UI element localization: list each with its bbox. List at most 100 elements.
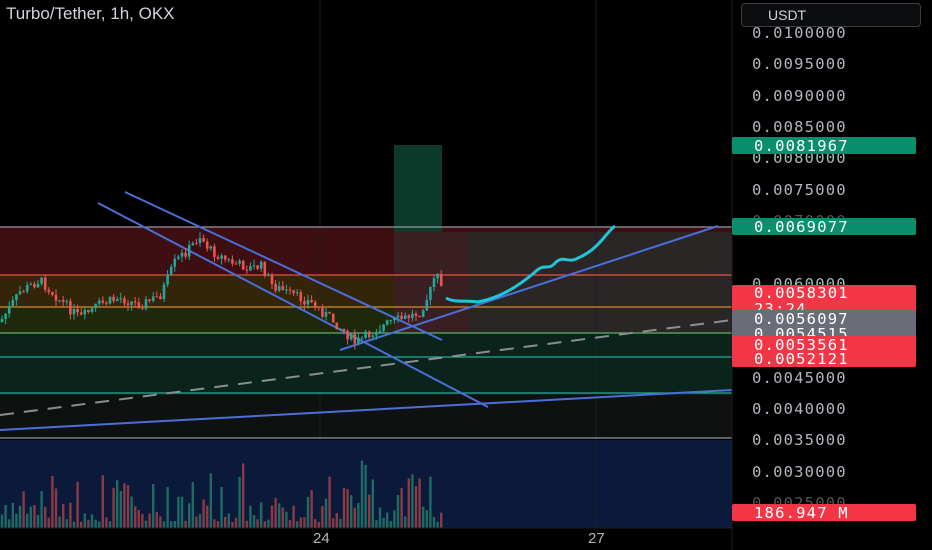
candle-body (328, 312, 331, 314)
dashed-trendline[interactable] (0, 319, 733, 416)
volume-bar (378, 507, 382, 528)
candle-body (209, 246, 213, 249)
price-tick-label: 0.0100000 (752, 24, 847, 42)
volume-bar (137, 509, 140, 528)
candle-body (288, 289, 292, 291)
volume-bar (360, 460, 364, 528)
volume-bar (288, 520, 292, 528)
volume-bar (278, 503, 281, 528)
candle-body (112, 296, 115, 301)
volume-bar (306, 496, 310, 528)
volume-bar (162, 521, 166, 528)
channel-lower-line[interactable] (97, 202, 489, 408)
volume-bar (224, 516, 227, 528)
candle-body (220, 255, 223, 259)
candle-body (414, 313, 418, 316)
candle-body (58, 300, 61, 302)
candle-body (54, 294, 58, 301)
volume-bar (90, 514, 94, 528)
lower-zone (0, 395, 732, 438)
candle-body (83, 309, 87, 315)
candle-body (133, 301, 137, 303)
candle-body (238, 260, 241, 264)
candle-body (115, 299, 119, 301)
price-tick-label: 0.0085000 (752, 118, 847, 136)
volume-bar (263, 521, 266, 528)
candle-body (202, 238, 205, 242)
volume-bar (170, 521, 173, 528)
candle-body (324, 312, 328, 317)
candle-body (252, 265, 256, 267)
volume-bar (80, 521, 83, 528)
candle-body (180, 252, 184, 257)
volume-bar (180, 496, 184, 528)
candle-body (148, 299, 151, 301)
candle-body (378, 330, 382, 334)
volume-bar (44, 506, 47, 528)
level-price-badge: 0.0056097 (732, 310, 916, 328)
candle-body (396, 315, 400, 318)
channel-upper-line[interactable] (124, 191, 443, 341)
candle-body (72, 308, 76, 315)
candle-body (166, 274, 169, 285)
candle-body (400, 315, 403, 319)
candle-body (126, 303, 130, 305)
support-trendline[interactable] (0, 389, 733, 431)
candle-body (421, 310, 425, 317)
volume-bar (440, 512, 443, 528)
candle-body (25, 285, 29, 292)
candle-body (393, 317, 396, 321)
candle-body (249, 266, 252, 271)
volume-bar (134, 506, 137, 528)
volume-bar (76, 481, 79, 528)
volume-bar (123, 483, 126, 528)
candle-body (159, 296, 162, 300)
volume-bar (234, 517, 238, 528)
candle-body (367, 331, 371, 338)
volume-bar (407, 478, 410, 528)
volume-bar (220, 486, 223, 528)
candle-body (259, 261, 263, 269)
time-tick-label: 27 (588, 530, 605, 547)
volume-bar (267, 519, 270, 528)
candle-body (18, 291, 22, 295)
volume-bar (346, 489, 349, 528)
volume-bar (155, 511, 158, 528)
candle-body (141, 308, 144, 310)
volume-bar (15, 513, 18, 528)
volume-bar (69, 502, 72, 528)
projected-price-path[interactable] (445, 224, 616, 304)
volume-bar (216, 521, 220, 528)
candle-body (317, 307, 321, 309)
volume-bar (202, 499, 205, 528)
volume-badge: 186.947 M (732, 504, 916, 522)
candle-body (303, 301, 306, 305)
candle-body (310, 300, 313, 303)
candle-body (101, 300, 105, 303)
volume-bar (58, 516, 61, 528)
volume-bar (141, 514, 144, 528)
candle-body (306, 300, 310, 305)
symbol-title[interactable]: Turbo/Tether, 1h, OKX (6, 4, 175, 23)
volume-bar (324, 498, 328, 528)
volume-bar (166, 487, 169, 528)
candle-body (40, 277, 43, 284)
candle-body (245, 269, 249, 271)
level-price-badge: 0.0069077 (732, 218, 916, 236)
volume-bar (231, 521, 234, 528)
candle-body (429, 287, 432, 301)
candle-body (295, 292, 299, 294)
volume-bar (296, 521, 299, 528)
candle-body (191, 243, 195, 246)
candle-body (385, 320, 389, 325)
volume-bar (321, 506, 324, 528)
currency-button[interactable]: USDT (741, 3, 921, 27)
breakout-trendline[interactable] (339, 225, 719, 351)
volume-bar (425, 510, 428, 528)
level-price-badge: 0.0053561 (732, 336, 916, 354)
candle-body (33, 284, 36, 288)
volume-bar (94, 519, 97, 528)
volume-bar (285, 511, 288, 528)
candle-body (270, 274, 274, 285)
